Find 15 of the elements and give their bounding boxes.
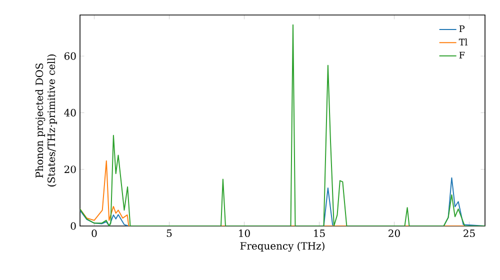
legend-label: Tl	[458, 38, 468, 46]
x-axis-title: Frequency (THz)	[240, 242, 324, 252]
x-tick-label: 15	[314, 230, 325, 238]
x-tick-label: 10	[239, 230, 250, 238]
y-tick-label: 20	[64, 166, 76, 174]
y-tick-label: 40	[64, 108, 76, 116]
y-axis-title: Phonon projected DOS (States/THz·primitive cell)	[35, 54, 57, 186]
x-tick-label: 25	[464, 230, 475, 238]
legend-label: P	[459, 26, 465, 32]
legend-label: F	[459, 52, 465, 58]
x-tick-label: 20	[388, 230, 400, 238]
y-tick-label: 60	[64, 52, 76, 60]
y-tick-label: 0	[70, 222, 76, 230]
x-tick-label: 5	[166, 230, 172, 237]
x-tick-label: 0	[92, 230, 97, 238]
